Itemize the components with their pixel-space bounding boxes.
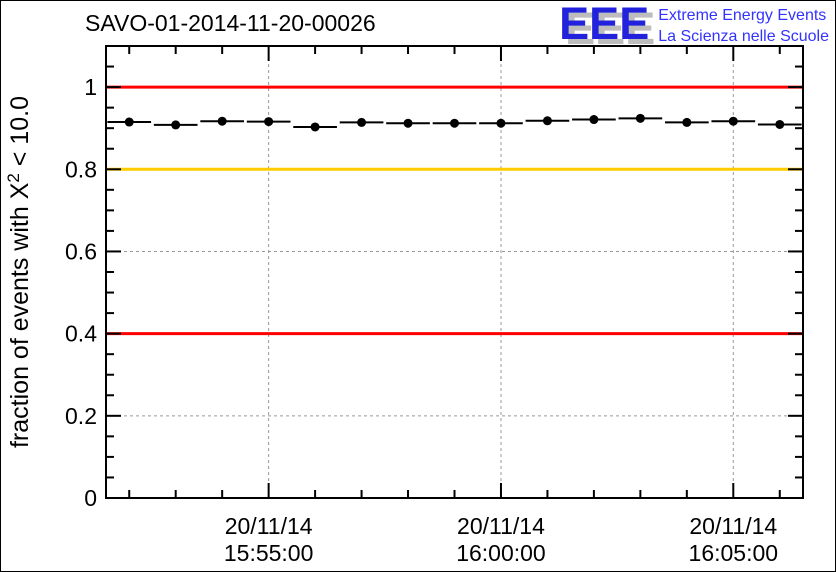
y-tick-labels: 0 0.2 0.4 0.6 0.8 1 [65,74,97,511]
x-tick-date: 20/11/14 [457,513,545,539]
data-point [450,118,459,128]
eee-logo-subtitle: Extreme Energy Events La Scienza nelle S… [658,3,829,48]
data-point [496,118,506,128]
data-point [310,122,320,132]
y-tick-label: 0.8 [65,156,97,182]
plot-frame [105,45,804,499]
data-point [775,119,785,129]
data-point [357,117,367,127]
data-point [589,115,599,125]
data-point [542,116,552,126]
x-tick-labels: 20/11/1415:55:0020/11/1416:00:0020/11/14… [224,513,778,566]
x-tick-time: 16:05:00 [689,540,779,566]
y-tick-label: 0.4 [65,321,97,347]
logo-subtitle-line1: Extreme Energy Events [658,7,827,24]
y-axis-label: fraction of events with X2 < 10.0 [4,96,34,448]
eee-logo: EEE Extreme Energy Events La Scienza nel… [559,0,829,49]
data-point [171,120,181,130]
y-tick-label: 0.6 [65,238,97,264]
eee-logo-acronym: EEE [559,0,650,49]
data-point [124,117,134,127]
reference-lines [106,85,803,336]
data-point [635,113,645,123]
y-tick-label: 0.2 [65,403,97,429]
axis-ticks [106,46,803,498]
data-point [728,116,738,126]
data-point [682,117,692,127]
data-series [107,113,802,132]
data-point [217,116,227,126]
y-axis-title: fraction of events with X2 < 10.0 [4,96,34,448]
plot-title: SAVO-01-2014-11-20-00026 [85,10,376,36]
data-point [264,117,274,127]
x-tick-time: 15:55:00 [224,540,314,566]
gridlines [106,46,803,498]
y-tick-label: 0 [84,485,97,511]
x-tick-time: 16:00:00 [456,540,546,566]
y-tick-label: 1 [84,74,97,100]
logo-subtitle-line2: La Scienza nelle Scuole [658,27,829,45]
x-tick-date: 20/11/14 [225,513,313,539]
data-point [403,118,413,128]
x-tick-date: 20/11/14 [689,513,777,539]
